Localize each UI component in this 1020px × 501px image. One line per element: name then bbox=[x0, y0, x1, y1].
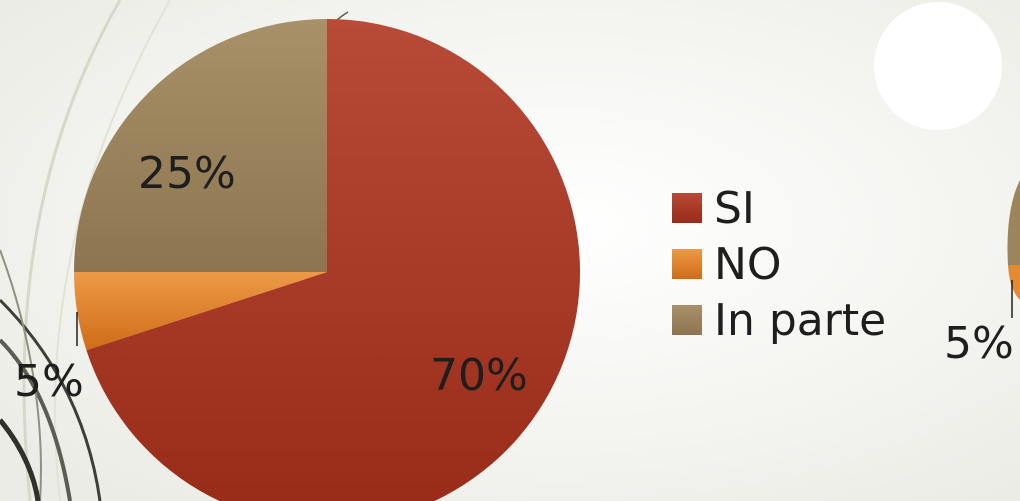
legend-swatch-si bbox=[672, 193, 702, 223]
legend-label-si: SI bbox=[714, 182, 755, 234]
data-label-si: 70% bbox=[430, 350, 528, 401]
legend-label-in-parte: In parte bbox=[714, 294, 887, 346]
slice-no bbox=[74, 272, 327, 351]
slice-in-parte bbox=[74, 19, 327, 272]
chart-legend: SI NO In parte bbox=[672, 180, 886, 348]
legend-item-no: NO bbox=[672, 236, 886, 292]
slice-si bbox=[86, 19, 581, 501]
legend-item-si: SI bbox=[672, 180, 886, 236]
data-label-in-parte: 25% bbox=[138, 148, 236, 199]
legend-item-in-parte: In parte bbox=[672, 292, 886, 348]
legend-swatch-in-parte bbox=[672, 305, 702, 335]
second-chart-data-label: 5% bbox=[944, 318, 1014, 369]
data-label-no: 5% bbox=[14, 356, 84, 407]
legend-label-no: NO bbox=[714, 238, 782, 290]
legend-swatch-no bbox=[672, 249, 702, 279]
